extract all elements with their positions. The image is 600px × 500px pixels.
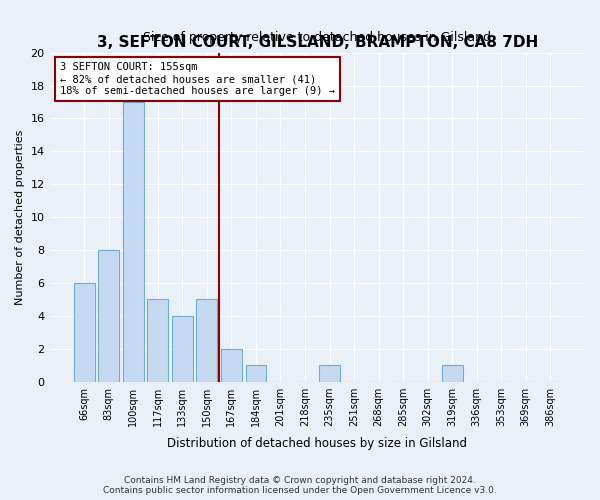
Bar — [245, 365, 266, 382]
Bar — [98, 250, 119, 382]
Bar — [196, 300, 217, 382]
Bar — [123, 102, 144, 382]
Bar — [442, 365, 463, 382]
Bar — [221, 349, 242, 382]
Bar — [74, 283, 95, 382]
X-axis label: Distribution of detached houses by size in Gilsland: Distribution of detached houses by size … — [167, 437, 467, 450]
Y-axis label: Number of detached properties: Number of detached properties — [15, 130, 25, 305]
Bar — [319, 365, 340, 382]
Bar — [172, 316, 193, 382]
Text: 3 SEFTON COURT: 155sqm
← 82% of detached houses are smaller (41)
18% of semi-det: 3 SEFTON COURT: 155sqm ← 82% of detached… — [60, 62, 335, 96]
Bar — [148, 300, 168, 382]
Title: 3, SEFTON COURT, GILSLAND, BRAMPTON, CA8 7DH: 3, SEFTON COURT, GILSLAND, BRAMPTON, CA8… — [97, 35, 538, 50]
Text: Size of property relative to detached houses in Gilsland: Size of property relative to detached ho… — [143, 32, 491, 44]
Text: Contains HM Land Registry data © Crown copyright and database right 2024.
Contai: Contains HM Land Registry data © Crown c… — [103, 476, 497, 495]
